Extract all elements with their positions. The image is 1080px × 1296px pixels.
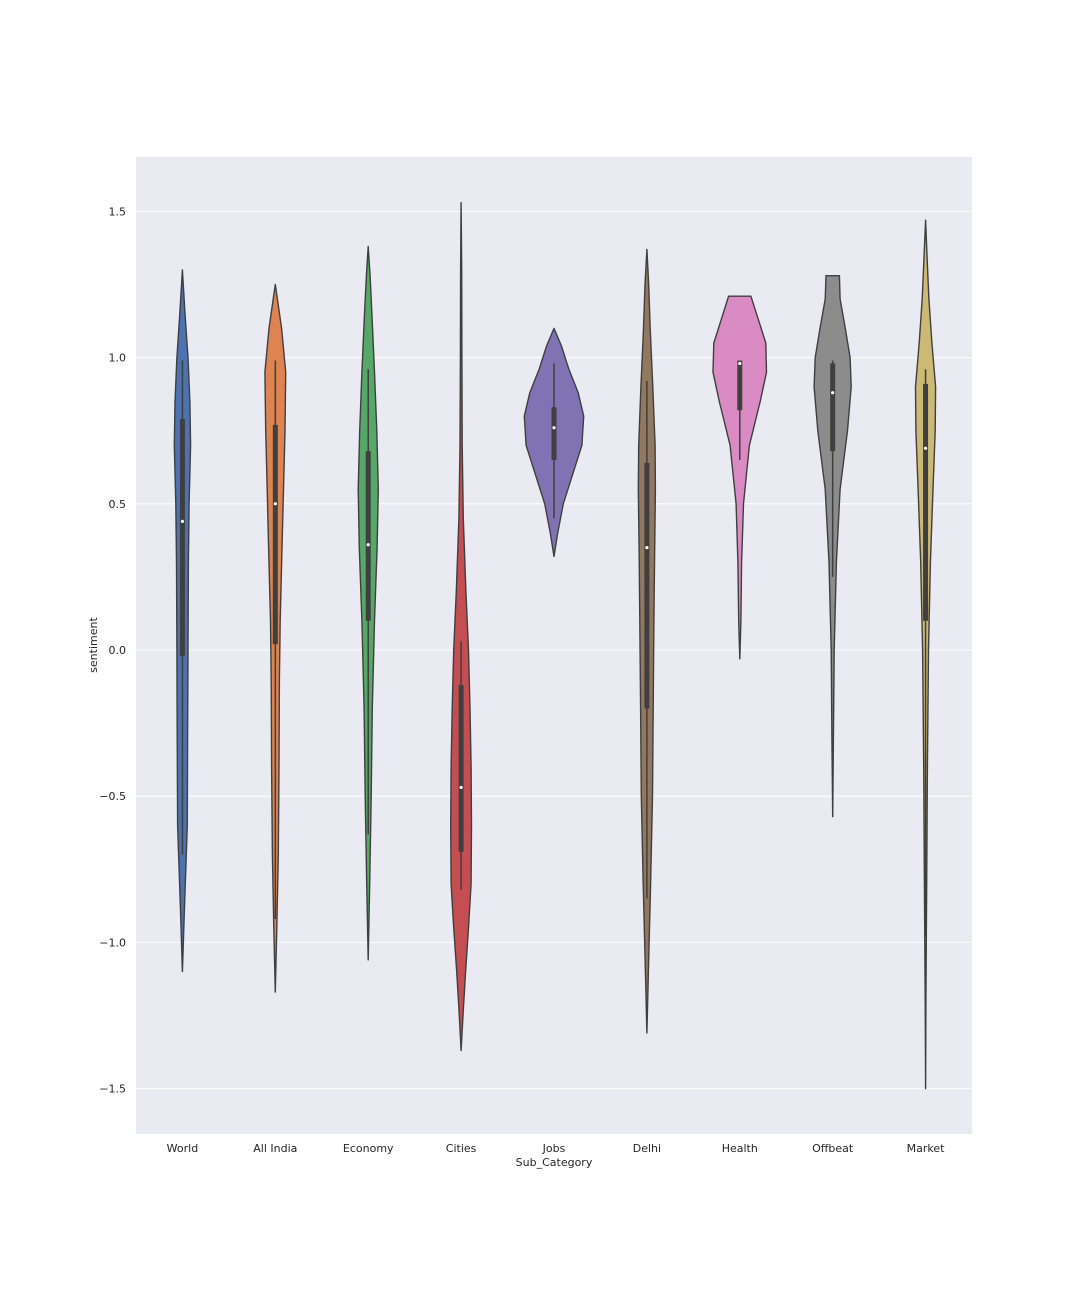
x-tick-label: All India	[253, 1142, 297, 1155]
y-tick-label: −0.5	[99, 790, 126, 803]
violin-iqr-box	[551, 407, 557, 460]
violin-median	[645, 546, 649, 550]
violin-offbeat	[813, 275, 852, 818]
violin-iqr-box	[365, 451, 371, 621]
x-tick-label: Jobs	[542, 1142, 566, 1155]
violin-median	[923, 446, 928, 450]
violin-iqr-box	[458, 685, 464, 852]
violin-all-india	[264, 283, 287, 993]
x-tick-label: Market	[907, 1142, 945, 1155]
plot-area	[136, 157, 972, 1134]
violin-iqr-box	[272, 424, 278, 645]
violin-median	[366, 543, 370, 547]
x-tick-label: Health	[722, 1142, 758, 1155]
violin-cities	[450, 201, 473, 1052]
violin-market	[914, 219, 937, 1090]
violin-iqr-box	[179, 419, 185, 656]
x-tick-label: Cities	[446, 1142, 477, 1155]
x-tick-label: World	[167, 1142, 199, 1155]
violin-body	[450, 201, 473, 1052]
y-tick-label: 1.0	[109, 352, 127, 365]
y-tick-label: −1.5	[99, 1083, 126, 1096]
violin-delhi	[637, 248, 657, 1034]
x-tick-label: Economy	[343, 1142, 394, 1155]
y-tick-label: 0.5	[109, 498, 127, 511]
y-axis-label: sentiment	[87, 617, 100, 673]
violin-median	[180, 519, 185, 523]
y-tick-label: 0.0	[109, 644, 127, 657]
violin-iqr-box	[737, 360, 743, 411]
violin-median	[459, 785, 463, 790]
violin-body	[712, 295, 768, 660]
violin-iqr-box	[923, 383, 929, 621]
x-tick-labels: World All India Economy Cities Jobs Delhi Heal…	[167, 1142, 945, 1155]
x-tick-label: Offbeat	[812, 1142, 854, 1155]
violin-median	[831, 391, 835, 395]
y-tick-label: 1.5	[109, 205, 127, 218]
y-tick-label: −1.0	[99, 936, 126, 949]
violin-economy	[357, 245, 379, 961]
violin-iqr-box	[830, 363, 836, 452]
violins	[173, 201, 937, 1090]
violin-world	[173, 269, 192, 973]
x-axis-label: Sub_Category	[516, 1156, 593, 1169]
violin-iqr-box	[644, 462, 650, 709]
violin-median	[552, 426, 556, 430]
x-tick-label: Delhi	[633, 1142, 661, 1155]
violin-health	[712, 295, 768, 660]
violin-median	[273, 502, 277, 506]
violin-jobs	[523, 327, 585, 558]
violin-median	[738, 361, 742, 366]
y-tick-labels: 1.5 1.0 0.5 0.0 −0.5 −1.0 −1.5	[99, 205, 126, 1095]
